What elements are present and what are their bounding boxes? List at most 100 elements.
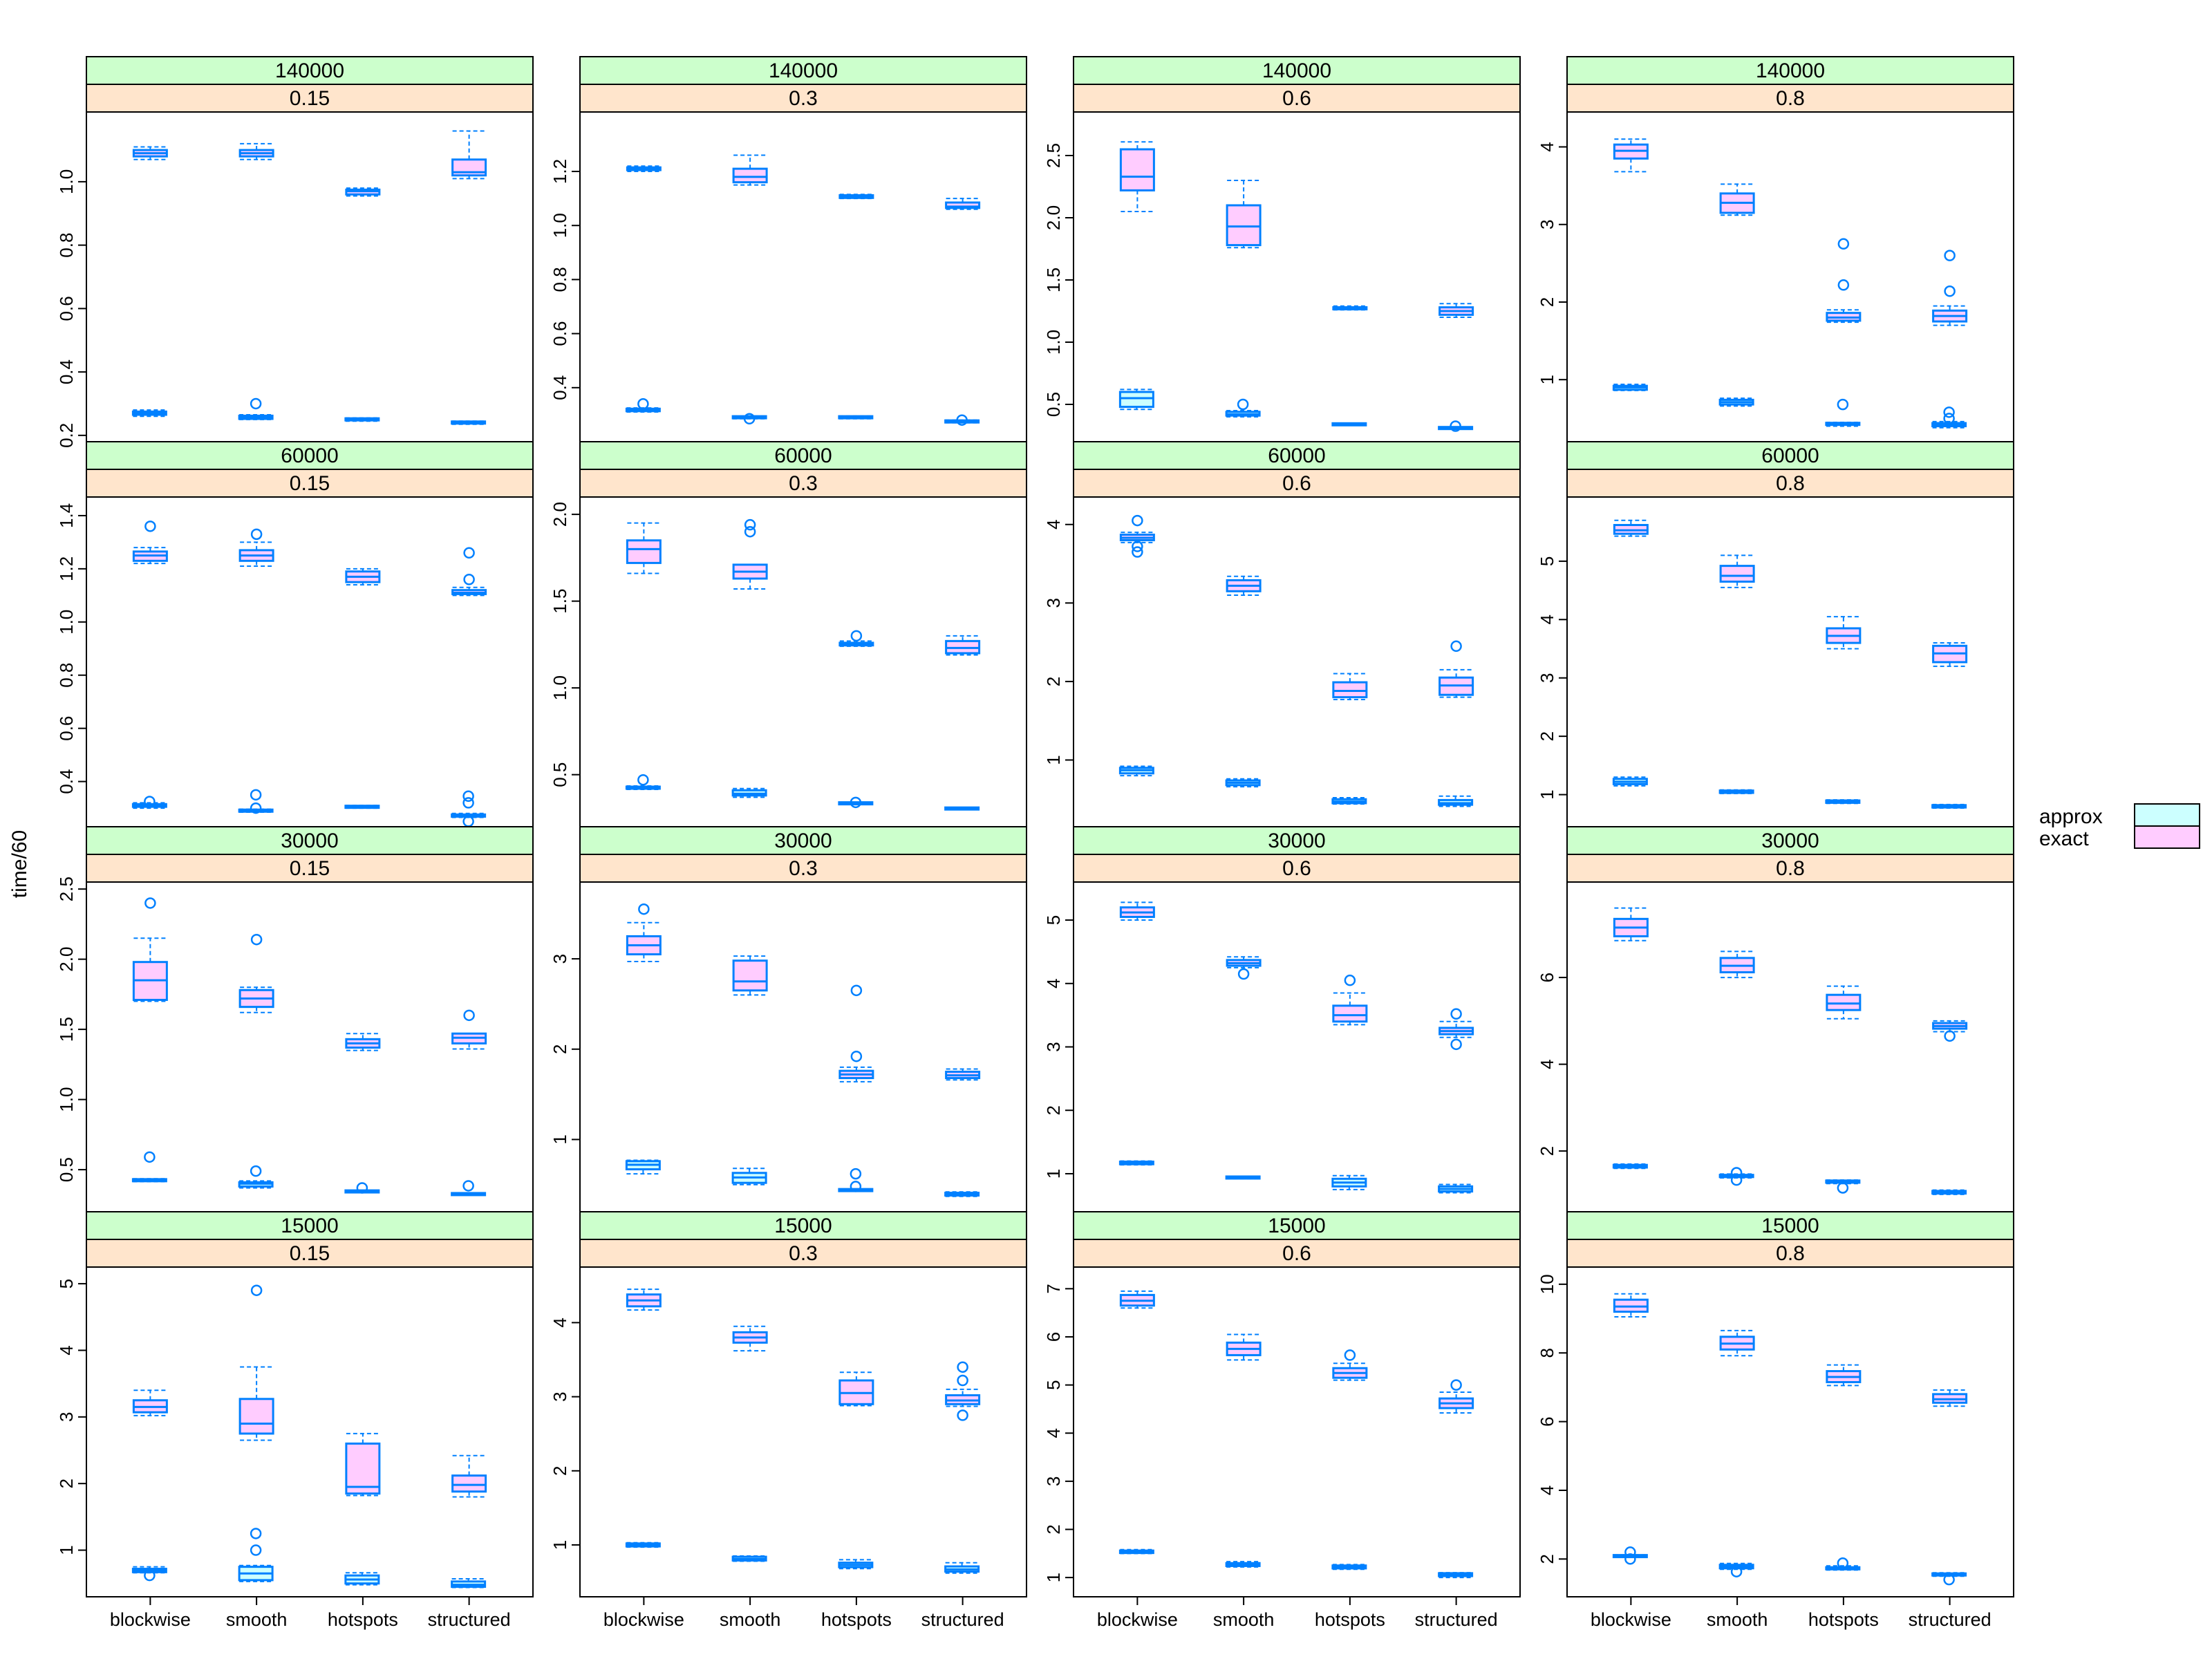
strip-bottom-label: 0.15	[290, 857, 330, 880]
strip-top	[579, 56, 1027, 85]
strip-bottom-label: 0.15	[290, 472, 330, 495]
box-exact-hotspots	[1332, 974, 1368, 1026]
panel-15000-0.6: 15000 0.6 1 2 3 4 5 6 7 blockwise smooth hotspots st…	[1043, 1211, 1521, 1630]
outlier-point	[463, 547, 475, 559]
box-exact-blockwise	[132, 1389, 168, 1416]
strip-bottom	[579, 84, 1027, 113]
y-tick-label: 0.6	[56, 296, 77, 321]
y-tick-label: 5	[56, 1279, 77, 1288]
x-tick-label: smooth	[720, 1609, 781, 1630]
box-iqr	[345, 1442, 381, 1495]
outlier-point	[1944, 250, 1956, 261]
strip-bottom-label: 0.6	[1282, 472, 1311, 495]
box-exact-smooth	[1719, 183, 1755, 216]
box-iqr	[945, 201, 981, 209]
panel-30000-0.6: 30000 0.6 1 2 3 4 5	[1043, 826, 1521, 1212]
y-tick-label: 1	[550, 1540, 570, 1550]
y-tick-label: 1.5	[550, 589, 570, 614]
y-tick-label: 3	[1043, 1477, 1064, 1486]
box-approx-structured	[1438, 1572, 1474, 1579]
x-tick-label: smooth	[1213, 1609, 1275, 1630]
y-tick-label: 3	[56, 1412, 77, 1422]
y-tick-label: 1.0	[56, 1087, 77, 1112]
strip-bottom	[1566, 854, 2014, 883]
box-exact-smooth	[1226, 956, 1262, 980]
box-approx-hotspots	[838, 1559, 874, 1570]
outlier-point	[462, 797, 474, 809]
y-tick-label: 1	[1043, 1169, 1064, 1179]
x-tick-label: hotspots	[328, 1609, 398, 1630]
y-tick-label: 2.5	[1043, 143, 1064, 168]
y-tick-label: 4	[1537, 1059, 1557, 1069]
box-exact-smooth	[1719, 554, 1755, 588]
box-exact-hotspots	[1826, 616, 1862, 650]
box-iqr	[732, 167, 768, 184]
outlier-point	[744, 525, 756, 538]
box-approx-structured	[1438, 795, 1474, 807]
outlier-point	[1450, 1008, 1462, 1020]
strip-bottom-label: 0.15	[290, 1242, 330, 1265]
y-tick-label: 3	[550, 954, 570, 964]
box-approx-hotspots	[1331, 1564, 1367, 1571]
box-exact-hotspots	[1826, 985, 1862, 1020]
box-iqr	[1119, 148, 1155, 191]
strip-bottom	[1073, 84, 1521, 113]
strip-top-label: 15000	[281, 1215, 338, 1237]
box-approx-blockwise	[1118, 1548, 1154, 1555]
y-tick-label: 0.4	[550, 375, 570, 400]
y-tick-label: 0.5	[56, 1157, 77, 1182]
outlier-point	[850, 984, 863, 997]
box-exact-smooth	[732, 518, 768, 590]
box-exact-structured	[945, 1068, 981, 1081]
box-exact-hotspots	[1332, 673, 1368, 701]
outlier-point	[1450, 640, 1462, 653]
box-exact-hotspots	[838, 1371, 874, 1407]
box-exact-hotspots	[838, 984, 874, 1082]
outlier-point	[144, 796, 156, 807]
box-approx-blockwise	[1118, 1160, 1154, 1166]
outlier-point	[1943, 1573, 1955, 1586]
outlier-point	[1132, 541, 1143, 552]
box-exact-smooth	[238, 1284, 274, 1441]
outlier-point	[250, 397, 262, 410]
y-tick-label: 1.0	[56, 169, 77, 194]
outlier-point	[1450, 1038, 1462, 1051]
y-tick-label: 2	[1537, 297, 1557, 307]
outlier-point	[1837, 1557, 1849, 1569]
outlier-point	[1837, 279, 1850, 291]
box-exact-blockwise	[626, 1288, 662, 1311]
y-tick-label: 6	[1537, 973, 1557, 982]
box-approx-smooth	[1718, 1562, 1754, 1577]
panel-30000-0.3: 30000 0.3 1 2 3	[550, 826, 1027, 1212]
outlier-point	[850, 630, 863, 642]
box-exact-structured	[451, 1009, 487, 1050]
outlier-point	[144, 897, 156, 909]
box-exact-blockwise	[1119, 514, 1155, 558]
strip-top-label: 60000	[1761, 444, 1819, 467]
box-exact-smooth	[1719, 1329, 1755, 1357]
box-exact-structured	[451, 547, 487, 597]
box-approx-blockwise	[1118, 388, 1154, 411]
box-approx-structured	[1931, 406, 1967, 429]
y-tick-label: 2	[550, 1466, 570, 1476]
outlier-point	[1944, 285, 1956, 297]
outlier-point	[1943, 413, 1955, 424]
outlier-point	[1730, 1174, 1743, 1186]
box-exact-smooth	[1226, 575, 1262, 596]
y-tick-label: 2	[56, 1479, 77, 1488]
box-approx-smooth	[238, 789, 274, 814]
box-approx-structured	[1438, 1183, 1474, 1194]
box-exact-blockwise	[626, 522, 662, 574]
panel-140000-0.3: 140000 0.3 0.4 0.6 0.8 1.0 1.2	[550, 56, 1027, 442]
box-approx-smooth	[731, 1555, 767, 1562]
strip-bottom-label: 0.3	[789, 472, 818, 495]
x-tick-label: structured	[1415, 1609, 1498, 1630]
x-tick-label: hotspots	[1808, 1609, 1879, 1630]
outlier-point	[1237, 398, 1249, 411]
y-tick-label: 1.5	[1043, 268, 1064, 292]
plot-frame	[579, 1266, 1027, 1597]
y-tick-label: 4	[1537, 615, 1557, 624]
box-exact-blockwise	[1119, 1290, 1155, 1309]
y-tick-label: 0.5	[550, 762, 570, 787]
legend: approx exact	[2039, 803, 2200, 850]
